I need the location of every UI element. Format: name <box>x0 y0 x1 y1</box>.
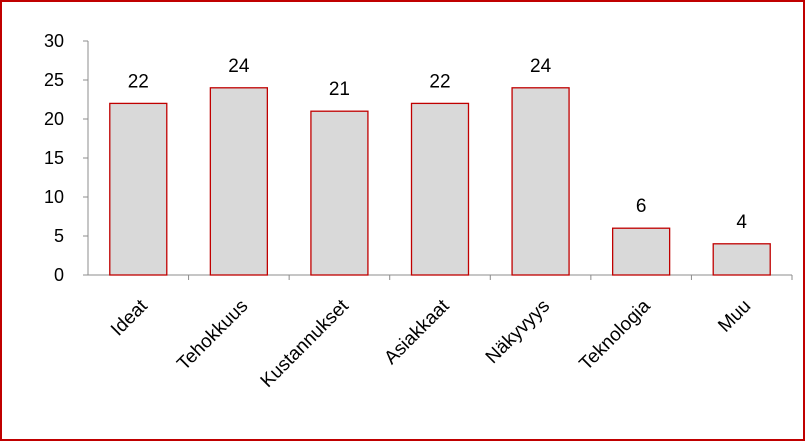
x-tick-label: Tehokkuus <box>173 296 252 375</box>
bar-näkyvyys <box>511 87 570 276</box>
y-tick-label: 10 <box>44 187 64 207</box>
data-label: 21 <box>329 79 350 100</box>
bar-kustannukset <box>310 110 369 276</box>
x-axis-ticks: Ideat Tehokkuus Kustannukset Asiakkaat Näkyv… <box>107 275 793 392</box>
bars <box>109 87 771 276</box>
bar-muu <box>712 243 771 276</box>
data-label: 4 <box>736 212 747 233</box>
y-tick-label: 0 <box>54 265 64 285</box>
y-tick-label: 5 <box>54 226 64 246</box>
x-tick-label: Ideat <box>107 295 152 340</box>
bar-tehokkuus <box>209 87 269 276</box>
x-tick-label: Teknologia <box>576 295 655 374</box>
y-tick-label: 25 <box>44 70 64 90</box>
bar-asiakkaat <box>410 102 470 276</box>
x-tick-label: Kustannukset <box>257 295 354 392</box>
y-tick-label: 30 <box>44 31 64 51</box>
y-axis-ticks: 0 5 10 15 20 25 30 <box>44 31 88 285</box>
y-tick-label: 15 <box>44 148 64 168</box>
x-tick-label: Asiakkaat <box>380 295 454 369</box>
data-label: 6 <box>636 196 647 217</box>
data-label: 24 <box>530 56 552 77</box>
bar-teknologia <box>611 227 671 276</box>
x-tick-label: Näkyvyys <box>482 296 554 368</box>
y-tick-label: 20 <box>44 109 64 129</box>
data-label: 22 <box>429 71 450 92</box>
data-label: 24 <box>228 56 250 77</box>
bar-ideat <box>109 102 168 276</box>
data-labels: 22 24 21 22 24 6 4 <box>128 56 748 233</box>
data-label: 22 <box>128 71 149 92</box>
x-tick-label: Muu <box>714 296 755 337</box>
